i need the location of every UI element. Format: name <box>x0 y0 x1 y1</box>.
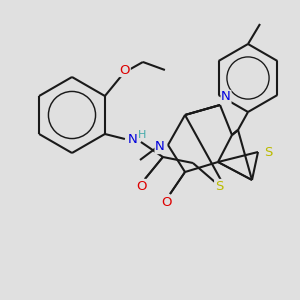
Text: O: O <box>137 179 147 193</box>
Text: N: N <box>155 140 165 154</box>
Text: O: O <box>162 196 172 208</box>
Text: H: H <box>138 130 146 140</box>
Text: S: S <box>215 179 223 193</box>
Text: N: N <box>221 91 231 103</box>
Text: O: O <box>120 64 130 76</box>
Text: N: N <box>128 133 138 146</box>
Text: S: S <box>264 146 272 158</box>
